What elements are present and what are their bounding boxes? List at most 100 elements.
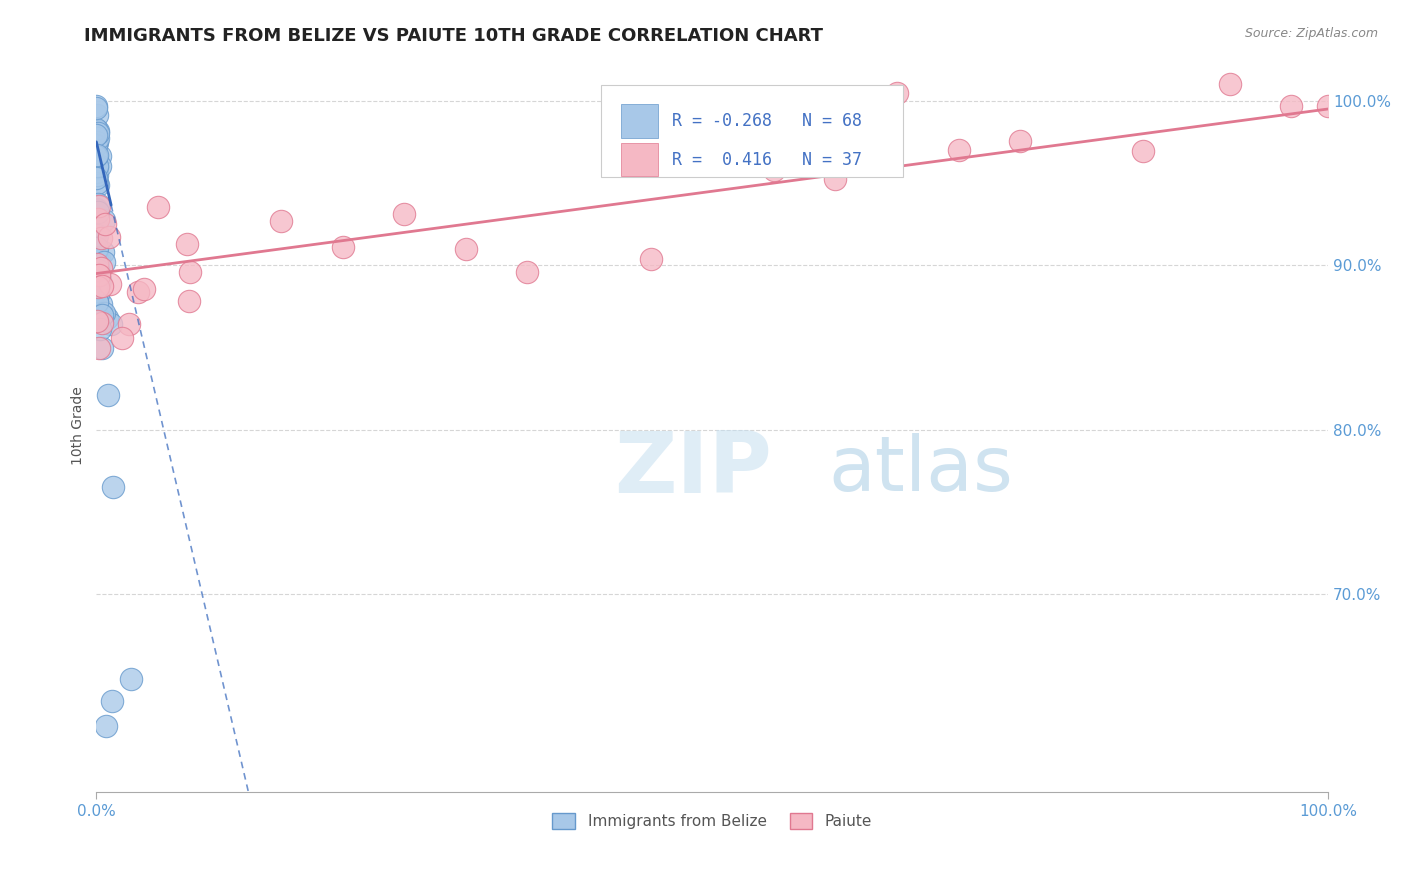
Point xyxy=(100,317,122,331)
Point xyxy=(96,311,118,326)
Point xyxy=(86,241,108,255)
Text: ZIP: ZIP xyxy=(613,428,772,511)
Point xyxy=(1279,99,1302,113)
Point xyxy=(93,306,115,320)
Point xyxy=(87,124,110,138)
Point xyxy=(86,176,108,190)
Point xyxy=(90,297,112,311)
Text: Source: ZipAtlas.com: Source: ZipAtlas.com xyxy=(1244,27,1378,40)
Point xyxy=(86,161,108,175)
Point xyxy=(86,168,108,182)
Point xyxy=(120,672,142,686)
Point xyxy=(89,159,111,173)
Point xyxy=(86,279,108,293)
Point xyxy=(91,245,114,260)
Point xyxy=(87,310,110,324)
Point xyxy=(96,719,118,733)
Point xyxy=(948,143,970,157)
Point xyxy=(90,260,112,275)
Point xyxy=(89,271,111,285)
Point xyxy=(86,164,108,178)
Point xyxy=(90,308,112,322)
Text: R = -0.268   N = 68: R = -0.268 N = 68 xyxy=(672,112,862,130)
Point xyxy=(87,312,110,326)
Point xyxy=(86,270,108,285)
Point xyxy=(87,130,110,145)
Point xyxy=(86,232,108,246)
Point xyxy=(89,273,111,287)
Point xyxy=(86,148,108,162)
Point xyxy=(89,277,111,292)
Point xyxy=(87,263,110,277)
Point xyxy=(86,159,108,173)
Point xyxy=(87,341,110,355)
Point xyxy=(86,268,108,283)
Point xyxy=(86,107,108,121)
Point xyxy=(1317,98,1340,112)
Point xyxy=(86,159,108,173)
Point xyxy=(824,172,846,186)
Point xyxy=(516,265,538,279)
Point xyxy=(270,214,292,228)
Point xyxy=(86,227,108,242)
Point xyxy=(111,331,134,345)
Point xyxy=(86,171,108,186)
Text: IMMIGRANTS FROM BELIZE VS PAIUTE 10TH GRADE CORRELATION CHART: IMMIGRANTS FROM BELIZE VS PAIUTE 10TH GR… xyxy=(84,27,824,45)
Point xyxy=(89,149,111,163)
Point xyxy=(118,317,141,331)
Point xyxy=(91,279,114,293)
Point xyxy=(91,341,114,355)
Point xyxy=(86,294,108,309)
Point xyxy=(87,204,110,219)
Point xyxy=(127,285,149,300)
Point xyxy=(87,196,110,211)
Point xyxy=(86,244,108,259)
Point xyxy=(86,202,108,216)
Point xyxy=(89,199,111,213)
Point xyxy=(454,242,477,256)
Point xyxy=(86,128,108,143)
Point xyxy=(101,694,124,708)
Point xyxy=(86,257,108,271)
Point xyxy=(1010,134,1032,148)
Point xyxy=(89,321,111,335)
Point xyxy=(86,122,108,136)
Point xyxy=(332,239,354,253)
Y-axis label: 10th Grade: 10th Grade xyxy=(72,386,86,465)
Point xyxy=(86,285,108,299)
Point xyxy=(86,203,108,218)
Text: atlas: atlas xyxy=(828,433,1012,507)
Point xyxy=(86,250,108,264)
Point xyxy=(177,293,200,308)
Point xyxy=(86,285,108,299)
Point xyxy=(87,211,110,226)
Point xyxy=(87,268,110,282)
Point xyxy=(97,388,120,402)
Point xyxy=(86,279,108,293)
Point xyxy=(86,224,108,238)
Point xyxy=(94,217,117,231)
Point xyxy=(762,163,785,178)
Point xyxy=(640,252,662,266)
Point xyxy=(86,202,108,216)
Point xyxy=(86,135,108,149)
Point xyxy=(1132,144,1154,158)
Point xyxy=(101,479,124,493)
Point xyxy=(86,204,108,219)
Point xyxy=(86,148,108,162)
Point xyxy=(93,254,115,268)
Text: R =  0.416   N = 37: R = 0.416 N = 37 xyxy=(672,151,862,169)
Legend: Immigrants from Belize, Paiute: Immigrants from Belize, Paiute xyxy=(547,807,879,836)
Point xyxy=(886,86,908,100)
Point xyxy=(86,294,108,309)
Point xyxy=(86,126,108,140)
Point xyxy=(93,213,115,227)
Point xyxy=(87,252,110,267)
Point xyxy=(90,231,112,245)
Point xyxy=(176,236,198,251)
Point xyxy=(134,282,156,296)
Point xyxy=(86,137,108,152)
Point xyxy=(86,218,108,232)
Point xyxy=(86,99,108,113)
Point xyxy=(394,207,416,221)
